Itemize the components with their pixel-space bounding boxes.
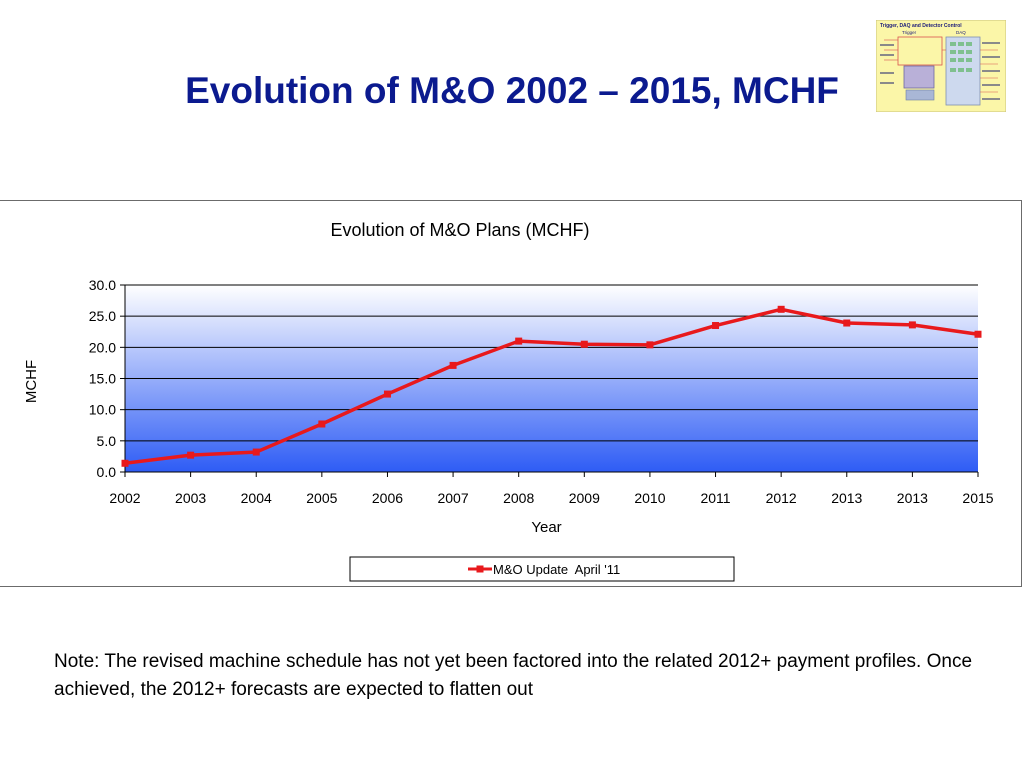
y-tick-label: 20.0: [89, 339, 116, 355]
x-tick-label: 2005: [306, 490, 337, 506]
x-tick-label: 2015: [962, 490, 993, 506]
data-point: [252, 448, 260, 456]
x-tick-label: 2011: [700, 490, 730, 506]
y-tick-label: 25.0: [89, 308, 116, 324]
data-point: [580, 340, 588, 348]
footnote: Note: The revised machine schedule has n…: [54, 651, 973, 700]
x-tick-label: 2007: [437, 490, 468, 506]
data-point: [121, 459, 129, 467]
slide-title: Evolution of M&O 2002 – 2015, MCHF: [185, 70, 839, 111]
legend-box: [349, 556, 735, 582]
x-tick-label: 2006: [372, 490, 403, 506]
x-tick-label: 2010: [634, 490, 665, 506]
y-tick-label: 5.0: [97, 433, 117, 449]
y-tick-label: 10.0: [89, 402, 116, 418]
y-tick-label: 15.0: [89, 371, 116, 387]
data-point: [974, 330, 982, 338]
data-point: [449, 361, 457, 369]
data-point: [515, 337, 523, 345]
data-point: [777, 305, 785, 313]
y-tick-label: 0.0: [97, 464, 117, 480]
trigger-daq-logo: Trigger, DAQ and Detector Control Trigge…: [876, 20, 1006, 112]
data-point: [712, 322, 720, 330]
x-axis-label: Year: [531, 519, 561, 536]
x-tick-label: 2009: [569, 490, 600, 506]
legend: M&O Update April '11: [349, 556, 735, 582]
chart-title: Evolution of M&O Plans (MCHF): [330, 220, 589, 240]
data-point: [646, 341, 654, 349]
legend-series-label: M&O Update April '11: [493, 562, 620, 577]
x-tick-label: 2003: [175, 490, 206, 506]
logo-label-daq: DAQ: [956, 30, 966, 35]
logo-label-trigger: Trigger: [902, 30, 917, 35]
x-tick-label: 2002: [109, 490, 140, 506]
data-point: [908, 321, 916, 329]
chart-frame: 0.0 5.0 10.0 15.0 20.0 25.0 30.0 2002 2003 2004 20…: [0, 200, 1022, 587]
data-point: [318, 420, 326, 428]
x-tick-label: 2004: [241, 490, 272, 506]
legend-marker: [476, 565, 484, 573]
data-point: [187, 451, 195, 459]
y-tick-label: 30.0: [89, 277, 116, 293]
x-tick-label: 2008: [503, 490, 534, 506]
x-tick-label: 2012: [766, 490, 797, 506]
x-tick-label: 2013: [831, 490, 862, 506]
x-tick-label: 2013: [897, 490, 928, 506]
line-chart: 0.0 5.0 10.0 15.0 20.0 25.0 30.0 2002 2003 2004 20…: [23, 220, 994, 582]
series-line: [124, 307, 979, 466]
data-point: [843, 319, 851, 327]
logo-caption: Trigger, DAQ and Detector Control: [880, 23, 962, 29]
data-point: [383, 390, 391, 398]
y-axis-label: MCHF: [23, 360, 40, 403]
